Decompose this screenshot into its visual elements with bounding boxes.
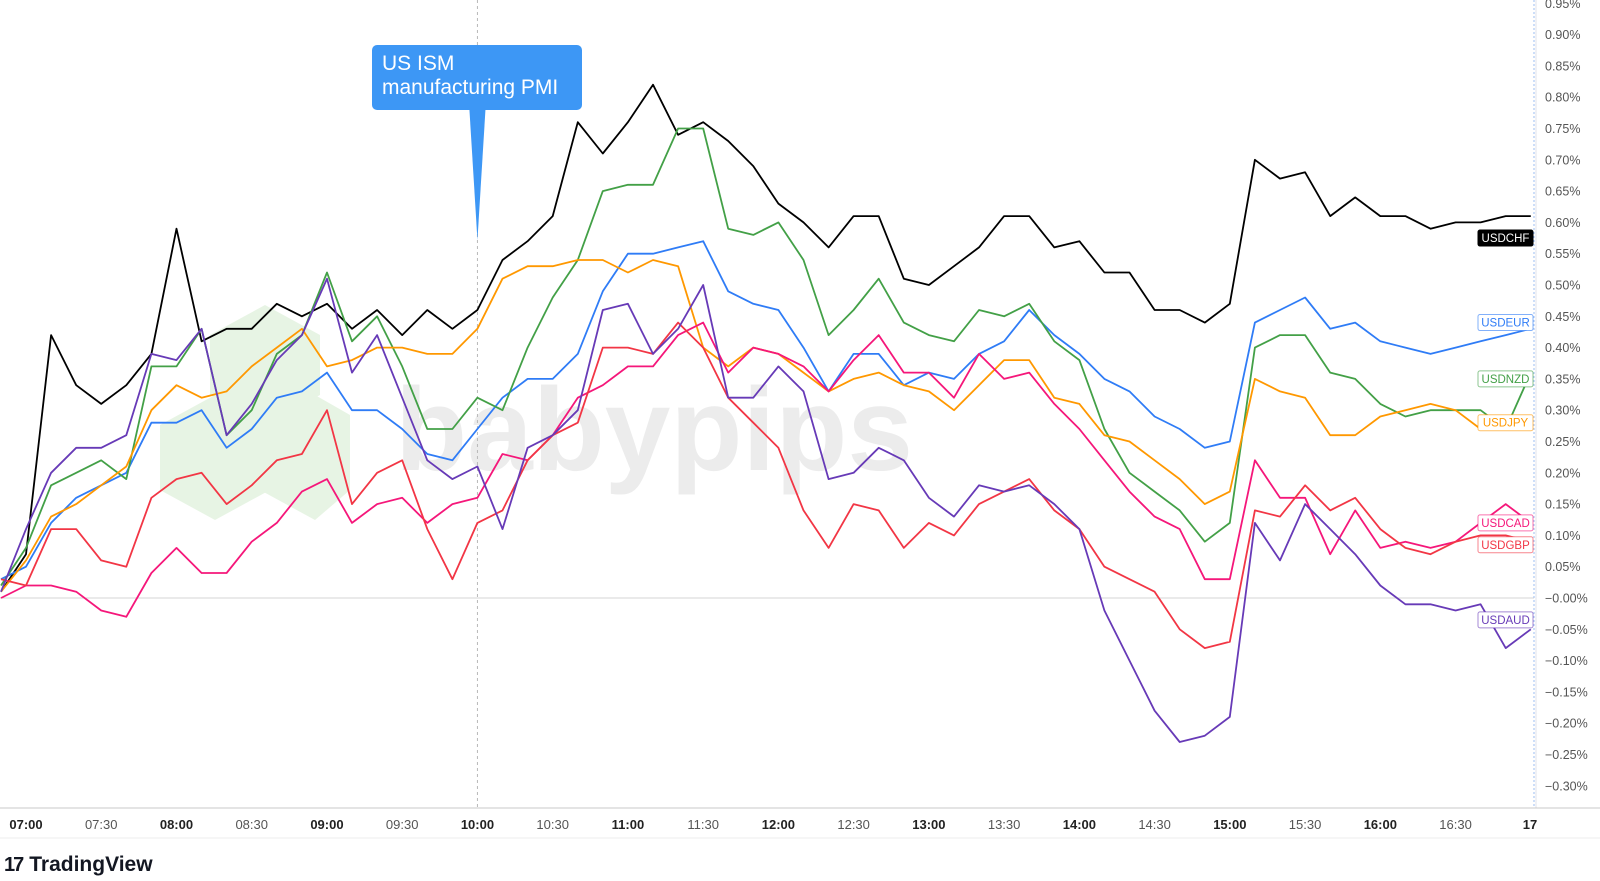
y-tick-label: 0.30% bbox=[1545, 404, 1580, 418]
x-tick-label: 13:30 bbox=[988, 817, 1021, 832]
x-tick-label: 07:30 bbox=[85, 817, 118, 832]
y-tick-label: 0.05% bbox=[1545, 560, 1580, 574]
series-name-label: USDGBP bbox=[1481, 540, 1530, 552]
x-tick-label: 08:30 bbox=[235, 817, 268, 832]
x-tick-label: 10:30 bbox=[536, 817, 569, 832]
series-name-label: USDCAD bbox=[1481, 518, 1530, 530]
x-tick-label: 09:30 bbox=[386, 817, 419, 832]
y-tick-label: 0.20% bbox=[1545, 466, 1580, 480]
y-tick-label: 0.10% bbox=[1545, 529, 1580, 543]
x-tick-label: 14:00 bbox=[1063, 817, 1096, 832]
y-tick-label: 0.80% bbox=[1545, 91, 1580, 105]
series-name-label: USDNZD bbox=[1482, 374, 1530, 386]
series-name-label: USDCHF bbox=[1482, 233, 1530, 245]
y-tick-label: 0.85% bbox=[1545, 59, 1580, 73]
y-tick-label: −0.00% bbox=[1545, 592, 1588, 606]
annotation-pointer bbox=[469, 110, 486, 240]
x-tick-label: 09:00 bbox=[310, 817, 343, 832]
series-name-label: USDJPY bbox=[1483, 418, 1529, 430]
x-tick-label: 10:00 bbox=[461, 817, 494, 832]
cube-logo-icon bbox=[160, 305, 350, 520]
series-line-usdcad[interactable] bbox=[0, 321, 1532, 618]
y-tick-label: 0.45% bbox=[1545, 310, 1580, 324]
series-usdchf bbox=[0, 83, 1531, 593]
series-badge-usdjpy: USDJPY bbox=[1477, 414, 1534, 432]
y-tick-label: 0.70% bbox=[1545, 153, 1580, 167]
y-tick-label: 0.35% bbox=[1545, 372, 1580, 386]
series-name-label: USDEUR bbox=[1481, 318, 1530, 330]
x-tick-label: 16:00 bbox=[1364, 817, 1397, 832]
series-line-usdaud[interactable] bbox=[0, 277, 1532, 743]
series-usdgbp bbox=[0, 321, 1532, 649]
series-badge-usdaud: USDAUD bbox=[1477, 611, 1534, 629]
series-usdaud bbox=[0, 277, 1532, 743]
brand-name: TradingView bbox=[29, 853, 153, 876]
x-tick-label: 15:30 bbox=[1289, 817, 1322, 832]
x-tick-label: 07:00 bbox=[9, 817, 42, 832]
y-tick-label: 0.40% bbox=[1545, 341, 1580, 355]
y-tick-label: −0.30% bbox=[1545, 779, 1588, 793]
x-tick-label: 17 bbox=[1523, 817, 1537, 832]
series-badge-usdchf: USDCHF bbox=[1477, 229, 1534, 247]
series-line-usdchf[interactable] bbox=[0, 83, 1531, 593]
x-tick-label: 16:30 bbox=[1439, 817, 1472, 832]
series-usdcad bbox=[0, 321, 1532, 618]
series-badge-usdcad: USDCAD bbox=[1477, 514, 1534, 532]
y-tick-label: −0.20% bbox=[1545, 717, 1588, 731]
x-tick-label: 13:00 bbox=[912, 817, 945, 832]
series-usdnzd bbox=[0, 127, 1532, 586]
series-badge-usdeur: USDEUR bbox=[1477, 314, 1534, 332]
tradingview-mark-icon: 17 bbox=[4, 853, 24, 876]
x-tick-label: 12:30 bbox=[837, 817, 870, 832]
x-tick-label: 08:00 bbox=[160, 817, 193, 832]
y-tick-label: 0.50% bbox=[1545, 279, 1580, 293]
tradingview-logo[interactable]: 17 TradingView bbox=[4, 853, 153, 877]
x-tick-label: 11:00 bbox=[612, 817, 645, 832]
y-tick-label: 0.95% bbox=[1545, 0, 1580, 11]
series-line-usdgbp[interactable] bbox=[0, 321, 1532, 649]
y-tick-label: 0.25% bbox=[1545, 435, 1580, 449]
event-annotation-bubble: US ISM manufacturing PMI bbox=[372, 45, 582, 110]
series-name-label: USDAUD bbox=[1481, 615, 1530, 627]
series-badge-usdnzd: USDNZD bbox=[1477, 370, 1534, 388]
x-tick-label: 15:00 bbox=[1213, 817, 1246, 832]
babypips-watermark: babypips bbox=[160, 305, 913, 520]
y-tick-label: 0.90% bbox=[1545, 28, 1580, 42]
annotation-text: US ISM manufacturing PMI bbox=[382, 52, 559, 99]
y-tick-label: 0.60% bbox=[1545, 216, 1580, 230]
y-tick-label: −0.15% bbox=[1545, 685, 1588, 699]
series-line-usdeur[interactable] bbox=[0, 240, 1532, 581]
x-tick-label: 12:00 bbox=[762, 817, 795, 832]
y-tick-label: −0.05% bbox=[1545, 623, 1588, 637]
x-tick-label: 14:30 bbox=[1138, 817, 1171, 832]
series-line-usdnzd[interactable] bbox=[0, 127, 1532, 586]
series-badge-usdgbp: USDGBP bbox=[1477, 536, 1534, 554]
y-tick-label: 0.15% bbox=[1545, 498, 1580, 512]
y-tick-label: 0.55% bbox=[1545, 247, 1580, 261]
y-tick-label: 0.75% bbox=[1545, 122, 1580, 136]
y-tick-label: −0.25% bbox=[1545, 748, 1588, 762]
y-tick-label: −0.10% bbox=[1545, 654, 1588, 668]
y-tick-label: 0.65% bbox=[1545, 185, 1580, 199]
x-tick-label: 11:30 bbox=[687, 817, 719, 832]
